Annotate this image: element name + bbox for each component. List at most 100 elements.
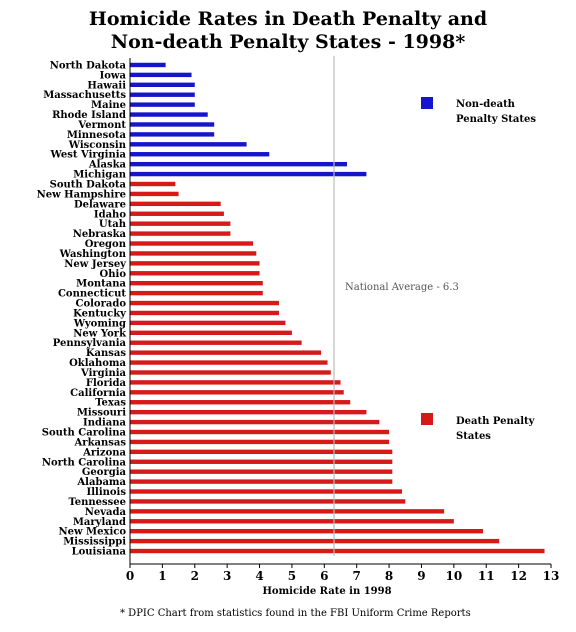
bar-alaska [130,161,347,167]
bar-illinois [130,489,403,494]
bar-arkansas [130,439,390,445]
category-label: Mississippi [63,537,126,548]
legend-swatch-non-death [421,97,433,109]
category-label: Wisconsin [68,140,127,151]
bar-oklahoma [130,360,328,365]
bar-georgia [130,469,393,474]
category-label: Oregon [85,239,127,250]
bar-indiana [130,419,380,425]
category-label: Arizona [82,447,126,458]
category-label: Nebraska [73,229,127,240]
bar-new-jersey [130,261,260,266]
category-label: Washington [59,249,127,260]
bar-delaware [130,201,221,207]
x-tick-label: 13 [543,569,560,583]
bar-ohio [130,271,260,276]
bar-west-virginia [130,152,270,157]
category-label: Texas [95,398,126,409]
bar-florida [130,380,341,385]
category-label: North Carolina [42,457,127,468]
bar-south-dakota [130,181,176,187]
category-label: Pennsylvania [53,338,127,349]
x-tick-label: 5 [288,569,296,583]
bar-washington [130,251,257,256]
bar-new-york [130,330,292,335]
x-tick-label: 11 [478,569,495,583]
category-label: Wyoming [73,318,126,329]
category-label: Florida [86,378,127,389]
bar-minnesota [130,132,215,137]
category-label: Alabama [76,477,126,488]
category-label: South Carolina [42,428,127,439]
category-label: Louisiana [72,547,127,558]
bar-nebraska [130,231,231,236]
category-label: New Mexico [58,527,126,538]
bar-montana [130,281,263,286]
bar-michigan [130,171,367,177]
x-tick-label: 0 [126,569,134,583]
legend-swatch-death [421,413,433,425]
legend-label-death-line-1: Death Penalty [456,416,536,427]
bar-wisconsin [130,142,247,147]
category-label: Colorado [75,299,126,310]
category-label: Arkansas [74,437,127,448]
bar-texas [130,400,351,405]
bar-new-hampshire [130,191,179,197]
category-label: Minnesota [67,130,127,141]
category-label: Virginia [80,368,127,379]
bar-colorado [130,300,279,306]
bar-louisiana [130,548,545,554]
category-label: Hawaii [87,80,126,91]
bar-utah [130,221,231,226]
chart-title-line-2: Non-death Penalty States - 1998* [110,31,466,53]
bar-missouri [130,409,367,415]
bar-iowa [130,72,192,78]
category-label: Iowa [100,70,127,81]
x-tick-label: 10 [445,569,462,583]
category-label: Maryland [73,517,126,528]
bar-mississippi [130,538,500,544]
category-label: Kentucky [73,308,127,319]
x-tick-label: 2 [191,569,199,583]
category-label: West Virginia [50,150,127,161]
x-tick-label: 3 [223,569,231,583]
bar-kansas [130,350,322,355]
category-label: Nevada [85,507,127,518]
category-label: Vermont [77,120,126,131]
category-label: New Hampshire [37,189,126,200]
category-label: Indiana [83,418,126,429]
bar-california [130,390,344,395]
x-tick-label: 12 [510,569,527,583]
category-label: New York [73,328,127,339]
x-tick-label: 9 [417,569,425,583]
category-label: South Dakota [50,180,127,191]
bar-alabama [130,479,393,484]
category-label: Georgia [82,467,127,478]
bar-south-carolina [130,429,390,435]
bar-kentucky [130,310,279,316]
bar-virginia [130,370,331,375]
footnote: * DPIC Chart from statistics found in th… [120,608,471,619]
category-label: Oklahoma [69,358,126,369]
category-label: North Dakota [50,60,127,71]
bar-maryland [130,519,454,524]
x-tick-label: 1 [158,569,166,583]
bar-wyoming [130,320,286,326]
category-label: Montana [76,279,126,290]
category-label: Rhode Island [52,110,126,121]
bar-north-carolina [130,459,393,464]
bar-massachusetts [130,92,195,97]
bar-maine [130,102,195,107]
bar-idaho [130,211,224,216]
bar-hawaii [130,82,195,87]
category-label: Illinois [87,487,127,498]
category-label: Ohio [100,269,127,280]
bar-vermont [130,122,215,127]
bar-connecticut [130,290,263,296]
category-label: New Jersey [64,259,127,270]
bar-arizona [130,449,393,455]
bar-oregon [130,241,254,246]
bar-north-dakota [130,62,166,68]
